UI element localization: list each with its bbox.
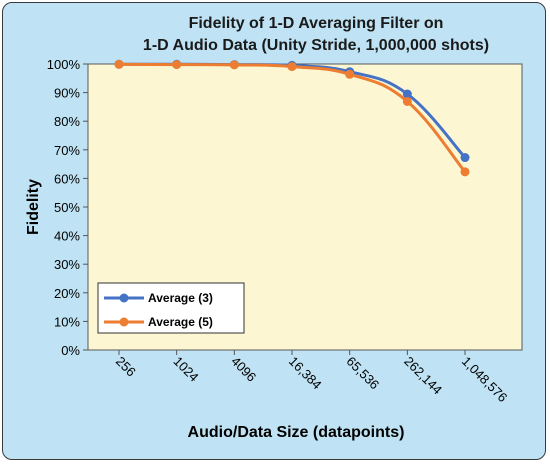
legend-marker-1 <box>119 317 129 327</box>
series-0-point <box>402 89 412 99</box>
y-axis-title: Fidelity <box>25 179 42 235</box>
x-tick-label: 4096 <box>228 354 259 385</box>
legend: Average (3) Average (5) <box>97 282 245 334</box>
legend-marker-0 <box>119 293 129 303</box>
y-tick-label: 50% <box>54 200 80 215</box>
y-axis-ticks: 0% 10% 20% 30% 40% 50% 60% 70% 80% 90% 100% <box>47 57 88 358</box>
y-tick-label: 30% <box>54 257 80 272</box>
y-tick-label: 0% <box>61 343 80 358</box>
legend-label-0: Average (3) <box>148 291 213 305</box>
y-tick-label: 60% <box>54 171 80 186</box>
y-tick-label: 20% <box>54 286 80 301</box>
x-tick-label: 1,048,576 <box>459 354 511 406</box>
series-1-point <box>229 60 239 70</box>
series-1-point <box>287 62 297 72</box>
x-axis-ticks: 256 1024 4096 16,384 65,536 262,144 1,048,576 <box>113 350 511 406</box>
series-0-point <box>460 153 470 163</box>
series-layer <box>114 59 470 177</box>
y-tick-label: 70% <box>54 143 80 158</box>
x-tick-label: 262,144 <box>401 354 445 398</box>
x-tick-label: 16,384 <box>286 354 325 393</box>
series-1-point <box>114 59 124 69</box>
y-tick-label: 10% <box>54 314 80 329</box>
y-tick-label: 100% <box>47 57 81 72</box>
series-1-point <box>172 60 182 70</box>
series-1-point <box>402 96 412 106</box>
x-tick-label: 1024 <box>171 354 202 385</box>
y-tick-label: 90% <box>54 86 80 101</box>
chart-title-line-1: Fidelity of 1-D Averaging Filter on <box>189 15 444 32</box>
y-tick-label: 40% <box>54 229 80 244</box>
y-tick-label: 80% <box>54 114 80 129</box>
x-tick-label: 65,536 <box>344 354 383 393</box>
series-1-point <box>460 167 470 177</box>
legend-label-1: Average (5) <box>148 315 213 329</box>
chart-title-line-2: 1-D Audio Data (Unity Stride, 1,000,000 … <box>143 37 489 54</box>
x-tick-label: 256 <box>113 354 139 380</box>
series-1-point <box>345 69 355 79</box>
x-axis-title: Audio/Data Size (datapoints) <box>188 424 405 441</box>
